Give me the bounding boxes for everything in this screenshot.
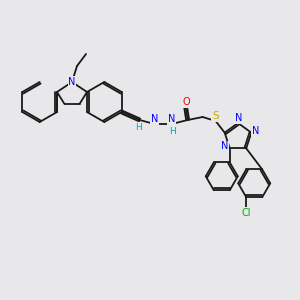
Text: N: N — [151, 114, 158, 124]
Text: S: S — [212, 111, 219, 121]
Text: N: N — [168, 114, 175, 124]
Text: N: N — [68, 77, 76, 87]
Text: H: H — [169, 127, 176, 136]
Text: O: O — [183, 97, 190, 107]
Text: H: H — [135, 122, 142, 131]
Text: N: N — [235, 113, 243, 123]
Text: N: N — [221, 141, 229, 151]
Text: N: N — [252, 126, 259, 136]
Text: Cl: Cl — [242, 208, 251, 218]
